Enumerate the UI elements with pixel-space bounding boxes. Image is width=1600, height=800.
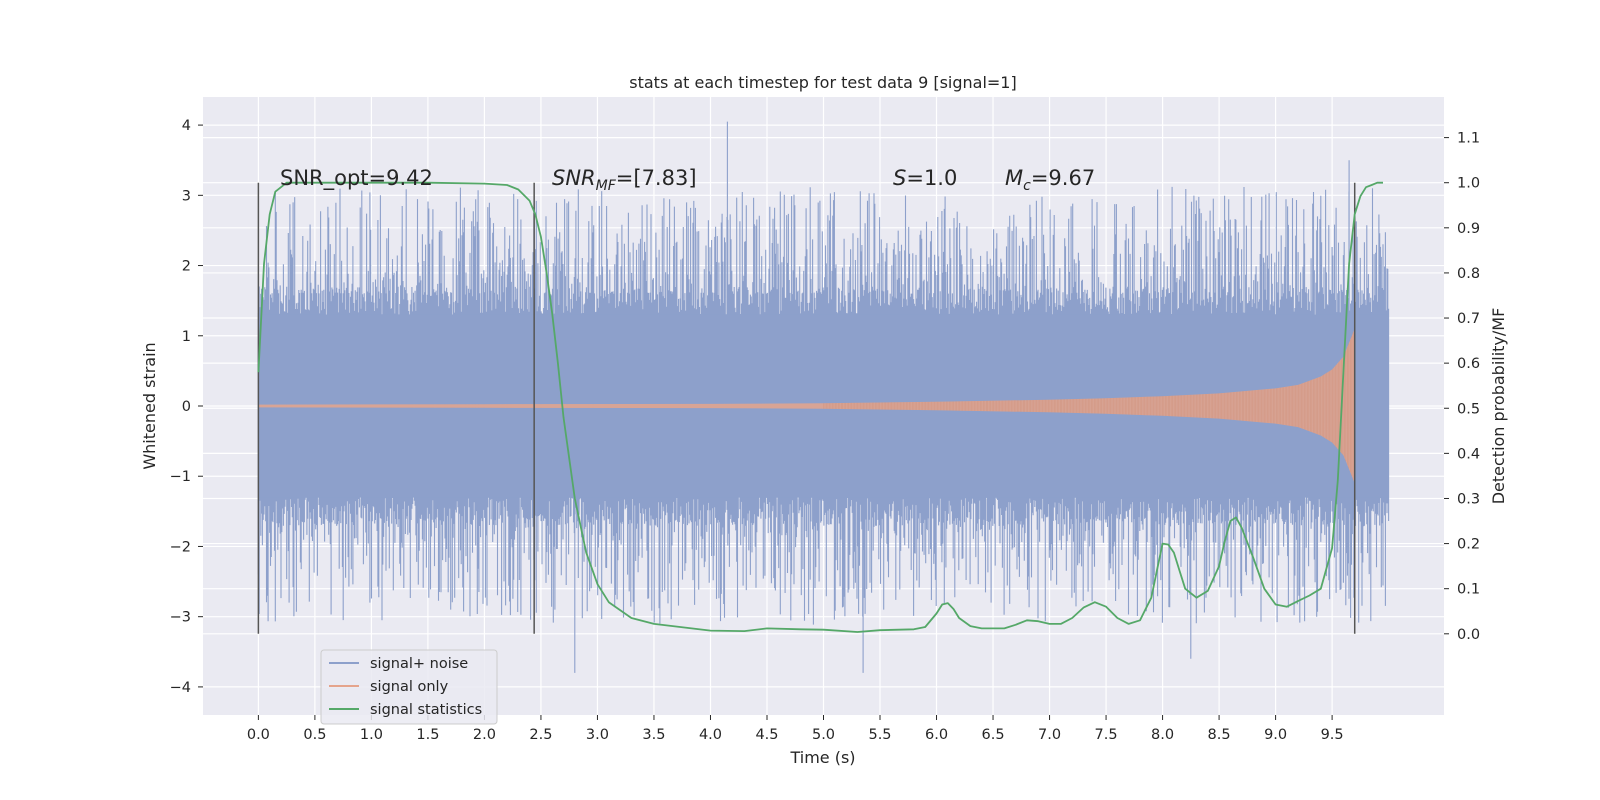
y-axis-label: Whitened strain xyxy=(140,342,159,469)
annotation-snr-opt: SNR_opt=9.42 xyxy=(280,166,433,191)
annotation-snr-mf: SNRMF=[7.83] xyxy=(552,166,697,194)
annotations: SNR_opt=9.42 SNRMF=[7.83] S=1.0 Mc=9.67 xyxy=(280,166,1095,194)
y-tick-label: −4 xyxy=(170,680,191,696)
series-signal-only xyxy=(258,328,1355,484)
y2-tick-label: 0.2 xyxy=(1457,537,1480,553)
y2-axis-label: Detection probability/MF xyxy=(1489,308,1508,505)
x-tick-label: 3.0 xyxy=(586,727,609,743)
x-tick-label: 1.5 xyxy=(416,727,439,743)
x-tick-label: 9.0 xyxy=(1264,727,1287,743)
y-tick-label: −2 xyxy=(170,539,191,555)
chart-title: stats at each timestep for test data 9 [… xyxy=(629,73,1016,92)
y-tick-label: −3 xyxy=(170,610,191,626)
annotation-s: S=1.0 xyxy=(893,166,957,190)
x-tick-label: 6.0 xyxy=(925,727,948,743)
y2-tick-label: 1.0 xyxy=(1457,176,1480,192)
x-tick-label: 5.5 xyxy=(868,727,891,743)
signal-layer xyxy=(258,328,1355,484)
y-tick-label: 0 xyxy=(182,399,191,415)
x-tick-label: 5.0 xyxy=(812,727,835,743)
x-tick-label: 7.5 xyxy=(1095,727,1118,743)
y2-tick-label: 0.0 xyxy=(1457,627,1480,643)
x-tick-label: 6.5 xyxy=(982,727,1005,743)
series-signal-only-oscillation xyxy=(823,328,1355,484)
x-tick-label: 8.5 xyxy=(1208,727,1231,743)
legend: signal+ noise signal only signal statist… xyxy=(320,649,498,725)
y2-tick-label: 1.1 xyxy=(1457,131,1480,147)
annotation-mc: Mc=9.67 xyxy=(1005,166,1095,194)
y2-tick-label: 0.5 xyxy=(1457,401,1480,417)
annotation-mc-base: M xyxy=(1005,166,1023,190)
y2-tick-label: 0.3 xyxy=(1457,491,1480,507)
annotation-s-value: =1.0 xyxy=(906,166,957,190)
x-axis-label: Time (s) xyxy=(789,748,855,767)
x-tick-label: 7.0 xyxy=(1038,727,1061,743)
y2-tick-label: 0.9 xyxy=(1457,221,1480,237)
annotation-snr-mf-base: SNR xyxy=(552,166,596,190)
y-tick-label: 3 xyxy=(182,188,191,204)
legend-label-signal-only: signal only xyxy=(370,679,449,695)
stat-layer xyxy=(257,181,1383,633)
vertical-markers xyxy=(257,182,1356,634)
series-signal-statistics xyxy=(257,181,1383,633)
x-tick-label: 9.5 xyxy=(1321,727,1344,743)
x-tick-label: 1.0 xyxy=(360,727,383,743)
y2-tick-label: 0.6 xyxy=(1457,356,1480,372)
legend-label-signal-noise: signal+ noise xyxy=(370,656,468,672)
y-tick-label: 4 xyxy=(182,118,191,134)
x-tick-label: 3.5 xyxy=(642,727,665,743)
annotation-mc-value: =9.67 xyxy=(1031,166,1095,190)
x-tick-label: 4.5 xyxy=(755,727,778,743)
y-tick-label: 2 xyxy=(182,259,191,275)
x-tick-label: 2.5 xyxy=(529,727,552,743)
x-tick-label: 0.5 xyxy=(303,727,326,743)
legend-box xyxy=(320,649,498,725)
y2-tick-label: 0.1 xyxy=(1457,582,1480,598)
y2-tick-label: 0.7 xyxy=(1457,311,1480,327)
annotation-s-symbol: S xyxy=(893,166,906,190)
axes: 0.0 0.5 1.0 1.5 2.0 2.5 3.0 3.5 4.0 4.5 5.0 5.5 6.0 6… xyxy=(170,118,1480,743)
y-tick-label: −1 xyxy=(170,469,191,485)
x-tick-label: 2.0 xyxy=(473,727,496,743)
x-tick-label: 4.0 xyxy=(699,727,722,743)
annotation-snr-mf-sub: MF xyxy=(596,178,617,194)
y-tick-label: 1 xyxy=(182,329,191,345)
annotation-mc-sub: c xyxy=(1023,178,1031,194)
y2-tick-label: 0.8 xyxy=(1457,266,1480,282)
x-tick-label: 8.0 xyxy=(1151,727,1174,743)
x-tick-label: 0.0 xyxy=(247,727,270,743)
legend-label-signal-statistics: signal statistics xyxy=(370,702,482,718)
annotation-snr-mf-value: =[7.83] xyxy=(616,166,697,190)
y2-tick-label: 0.4 xyxy=(1457,446,1480,462)
